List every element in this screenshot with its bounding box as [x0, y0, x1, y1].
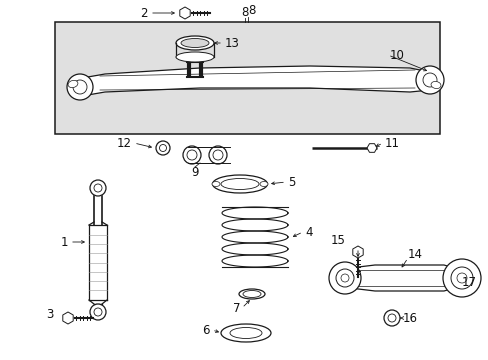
- Ellipse shape: [68, 80, 78, 87]
- Text: 8: 8: [247, 4, 255, 17]
- Polygon shape: [62, 312, 73, 324]
- Circle shape: [340, 274, 348, 282]
- Ellipse shape: [176, 36, 214, 50]
- Text: 14: 14: [407, 248, 422, 261]
- Circle shape: [335, 269, 353, 287]
- Circle shape: [73, 80, 87, 94]
- Polygon shape: [349, 265, 463, 291]
- Text: 15: 15: [330, 234, 345, 247]
- Text: 3: 3: [46, 309, 54, 321]
- Circle shape: [422, 73, 436, 87]
- Text: 13: 13: [224, 36, 240, 50]
- Circle shape: [456, 273, 466, 283]
- Polygon shape: [180, 7, 190, 19]
- Ellipse shape: [243, 291, 261, 297]
- Ellipse shape: [176, 52, 214, 62]
- Circle shape: [94, 184, 102, 192]
- Ellipse shape: [239, 289, 264, 299]
- Circle shape: [415, 66, 443, 94]
- Ellipse shape: [221, 324, 270, 342]
- Circle shape: [442, 259, 480, 297]
- FancyBboxPatch shape: [55, 22, 439, 134]
- Circle shape: [183, 146, 201, 164]
- Ellipse shape: [212, 175, 267, 193]
- Ellipse shape: [212, 181, 220, 186]
- Ellipse shape: [221, 179, 259, 189]
- Text: 11: 11: [384, 136, 399, 149]
- Ellipse shape: [260, 181, 267, 186]
- Text: 16: 16: [402, 311, 417, 324]
- Circle shape: [387, 314, 395, 322]
- Polygon shape: [70, 66, 431, 96]
- Ellipse shape: [181, 39, 208, 48]
- Circle shape: [90, 304, 106, 320]
- Polygon shape: [352, 246, 363, 258]
- Circle shape: [94, 308, 102, 316]
- Circle shape: [208, 146, 226, 164]
- Text: 17: 17: [461, 276, 476, 289]
- Text: 8: 8: [241, 5, 248, 18]
- Text: 6: 6: [202, 324, 209, 337]
- Circle shape: [159, 144, 166, 152]
- Circle shape: [156, 141, 170, 155]
- Circle shape: [450, 267, 472, 289]
- Circle shape: [67, 74, 93, 100]
- Circle shape: [90, 180, 106, 196]
- Text: 1: 1: [61, 235, 68, 248]
- Ellipse shape: [430, 81, 440, 89]
- Circle shape: [383, 310, 399, 326]
- Polygon shape: [366, 144, 376, 152]
- Circle shape: [328, 262, 360, 294]
- Text: 9: 9: [191, 166, 198, 179]
- Text: 5: 5: [287, 176, 295, 189]
- Circle shape: [213, 150, 223, 160]
- Text: 2: 2: [140, 6, 148, 19]
- Text: 12: 12: [117, 136, 132, 149]
- Circle shape: [186, 150, 197, 160]
- Ellipse shape: [229, 328, 262, 338]
- FancyBboxPatch shape: [191, 147, 219, 163]
- Text: 10: 10: [389, 49, 404, 62]
- Text: 7: 7: [232, 302, 240, 315]
- Text: 4: 4: [305, 225, 312, 239]
